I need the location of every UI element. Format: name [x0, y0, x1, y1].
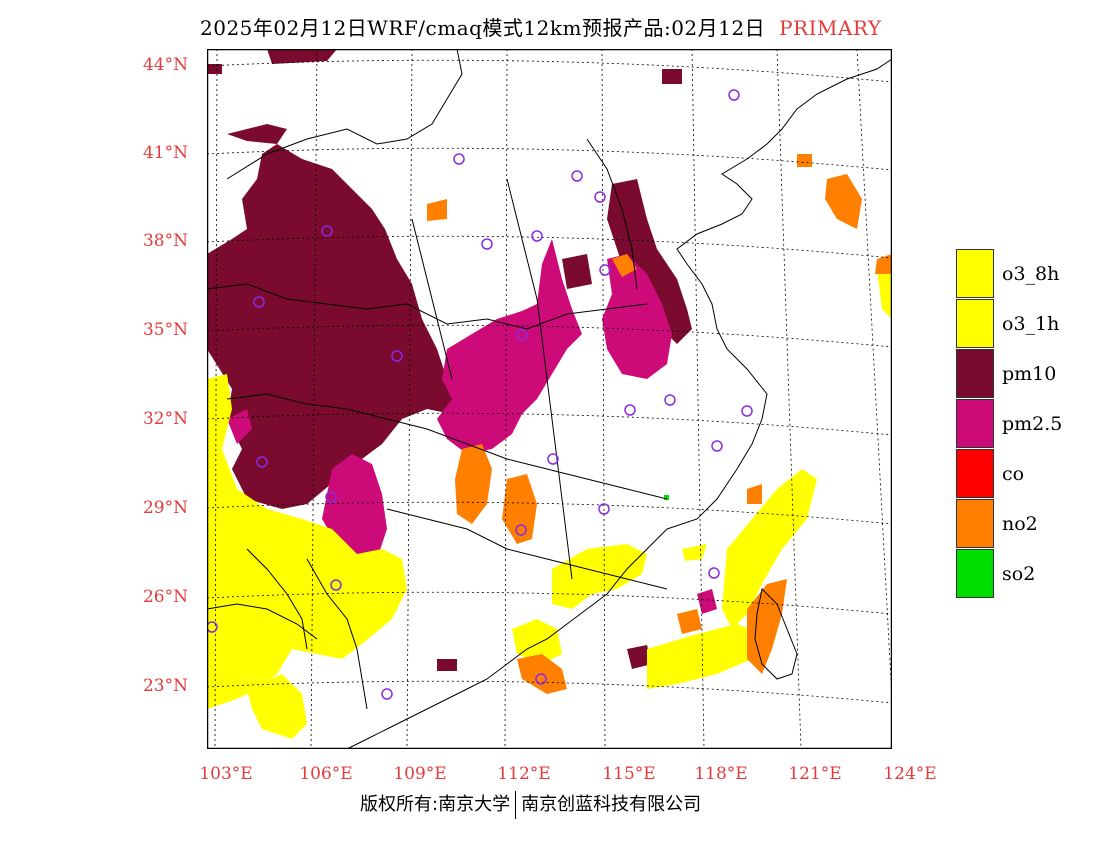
latitude-label: 35°N — [142, 320, 188, 340]
longitude-label: 103°E — [199, 764, 253, 784]
map-svg — [206, 48, 893, 750]
city-marker — [664, 394, 676, 406]
legend-label: pm2.5 — [1002, 413, 1063, 435]
city-marker — [253, 296, 265, 308]
legend-label: o3_8h — [1002, 263, 1060, 285]
legend-item-o3_1h: o3_1h — [956, 299, 1096, 349]
copyright-right: 南京创蓝科技有限公司 — [521, 794, 702, 815]
copyright: 版权所有:南京大学 南京创蓝科技有限公司 — [360, 790, 701, 819]
city-marker — [381, 688, 393, 700]
longitude-label: 124°E — [883, 764, 937, 784]
city-marker — [330, 579, 342, 591]
city-marker — [531, 230, 543, 242]
city-marker — [391, 350, 403, 362]
city-marker — [515, 524, 527, 536]
legend-swatch — [956, 349, 994, 398]
boundaries — [206, 48, 893, 750]
o3-area — [207, 264, 892, 739]
latitude-label: 44°N — [142, 55, 188, 75]
city-marker — [453, 153, 465, 165]
city-marker — [535, 673, 547, 685]
map-frame — [206, 48, 893, 750]
copyright-left: 版权所有:南京大学 — [360, 794, 511, 815]
latitude-label: 38°N — [142, 231, 188, 251]
graticule — [206, 48, 893, 750]
legend-label: pm10 — [1002, 363, 1057, 385]
city-marker — [256, 456, 268, 468]
city-marker — [547, 453, 559, 465]
city-markers — [206, 89, 753, 700]
legend-swatch — [956, 549, 994, 598]
copyright-separator — [515, 791, 517, 819]
longitude-label: 115°E — [602, 764, 656, 784]
so2-area — [664, 495, 669, 500]
legend-item-so2: so2 — [956, 549, 1096, 599]
city-marker — [711, 440, 723, 452]
city-marker — [728, 89, 740, 101]
legend-swatch — [956, 499, 994, 548]
legend-item-no2: no2 — [956, 499, 1096, 549]
title-tag: PRIMARY — [779, 16, 882, 40]
city-marker — [598, 503, 610, 515]
latitude-label: 26°N — [142, 587, 188, 607]
legend-item-co: co — [956, 449, 1096, 499]
legend-item-pm10: pm10 — [956, 349, 1096, 399]
longitude-label: 121°E — [788, 764, 842, 784]
city-marker — [481, 238, 493, 250]
pm25-area — [227, 239, 717, 614]
city-marker — [325, 491, 337, 503]
legend-label: so2 — [1002, 563, 1036, 585]
city-marker — [571, 170, 583, 182]
map-panel[interactable] — [206, 48, 893, 750]
legend-swatch — [956, 299, 994, 348]
legend-item-o3_8h: o3_8h — [956, 249, 1096, 299]
city-marker — [321, 225, 333, 237]
longitude-label: 112°E — [497, 764, 551, 784]
city-marker — [624, 404, 636, 416]
latitude-label: 41°N — [142, 143, 188, 163]
title-main: 2025年02月12日WRF/cmaq模式12km预报产品:02月12日 — [200, 16, 766, 40]
legend-swatch — [956, 249, 994, 298]
longitude-label: 118°E — [694, 764, 748, 784]
city-marker — [708, 567, 720, 579]
latitude-label: 29°N — [142, 498, 188, 518]
city-marker — [516, 329, 528, 341]
longitude-label: 106°E — [299, 764, 353, 784]
latitude-label: 23°N — [142, 676, 188, 696]
city-marker — [599, 264, 611, 276]
legend-label: co — [1002, 463, 1025, 485]
map-title: 2025年02月12日WRF/cmaq模式12km预报产品:02月12日 PRIM… — [200, 12, 882, 41]
latitude-label: 32°N — [142, 409, 188, 429]
legend-label: no2 — [1002, 513, 1038, 535]
city-marker — [594, 191, 606, 203]
city-marker — [741, 405, 753, 417]
legend-swatch — [956, 399, 994, 448]
longitude-label: 109°E — [393, 764, 447, 784]
legend-swatch — [956, 449, 994, 498]
legend-item-pm25: pm2.5 — [956, 399, 1096, 449]
legend-label: o3_1h — [1002, 313, 1060, 335]
